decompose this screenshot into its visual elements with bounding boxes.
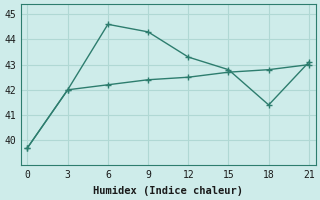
X-axis label: Humidex (Indice chaleur): Humidex (Indice chaleur)	[93, 186, 243, 196]
